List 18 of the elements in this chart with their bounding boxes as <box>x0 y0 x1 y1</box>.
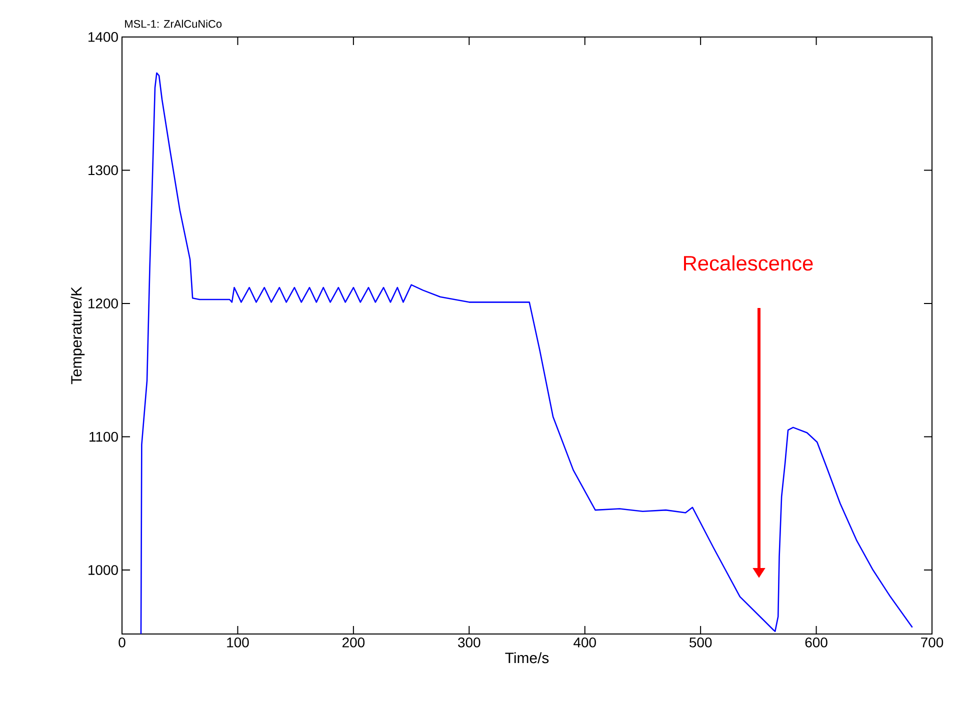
x-tick-label: 700 <box>921 637 944 648</box>
annotation: Recalescence <box>684 255 813 271</box>
x-tick-label: 100 <box>227 637 249 648</box>
y-tick-label: 1200 <box>88 298 118 308</box>
chart-title: MSL-1: ZrAlCuNiCo <box>125 20 222 28</box>
x-tick-label: 600 <box>805 637 828 648</box>
y-tick-label: 1000 <box>88 565 118 575</box>
y-tick-label: 1400 <box>88 32 118 42</box>
y-tick-label: 1300 <box>88 165 118 176</box>
line-series <box>140 72 913 634</box>
x-tick-label: 500 <box>690 637 712 648</box>
y-tick-label: 1100 <box>90 432 118 442</box>
x-axis-title: Time/s <box>505 652 549 664</box>
x-tick-label: 300 <box>458 637 480 648</box>
y-axis-title: Temperature/K <box>70 286 85 384</box>
x-tick-label: 0 <box>118 637 126 648</box>
x-tick-label: 400 <box>574 637 596 648</box>
x-tick-label: 200 <box>342 637 365 648</box>
